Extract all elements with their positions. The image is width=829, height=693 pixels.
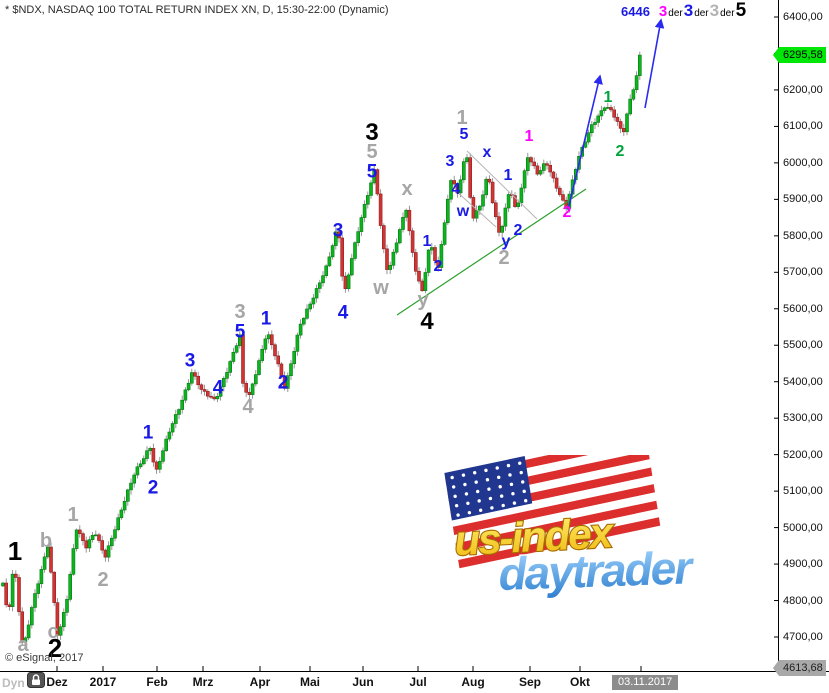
lock-icon[interactable] [27,672,45,688]
dyn-mode-label: Dyn [2,676,25,690]
us-flag-icon [444,455,661,569]
watermark-logo: us-index daytrader [444,455,697,602]
current-price-tag: 6295,58 [773,47,826,63]
watermark-line1: us-index [453,509,616,564]
watermark-line2: daytrader [498,541,695,600]
session-low-tag: 4613,68 [773,660,826,676]
annotation-segment: 5 [735,0,747,21]
annotation-segment: 3 [683,1,694,20]
last-date-tag: 03.11.2017 [612,675,679,690]
annotation-segment: der [720,8,735,19]
annotation-segment: der [668,8,683,19]
chart-title: * $NDX, NASDAQ 100 TOTAL RETURN INDEX XN… [5,4,389,16]
annotation-segment: der [694,8,709,19]
annotation-segment: 3 [658,3,668,20]
copyright-label: © eSignal, 2017 [5,652,84,664]
wave-count-annotation: 6446 3 der 3 der 3 der 5 [621,0,746,22]
annotation-segment: 6446 [621,4,650,19]
annotation-segment: 3 [709,1,720,20]
